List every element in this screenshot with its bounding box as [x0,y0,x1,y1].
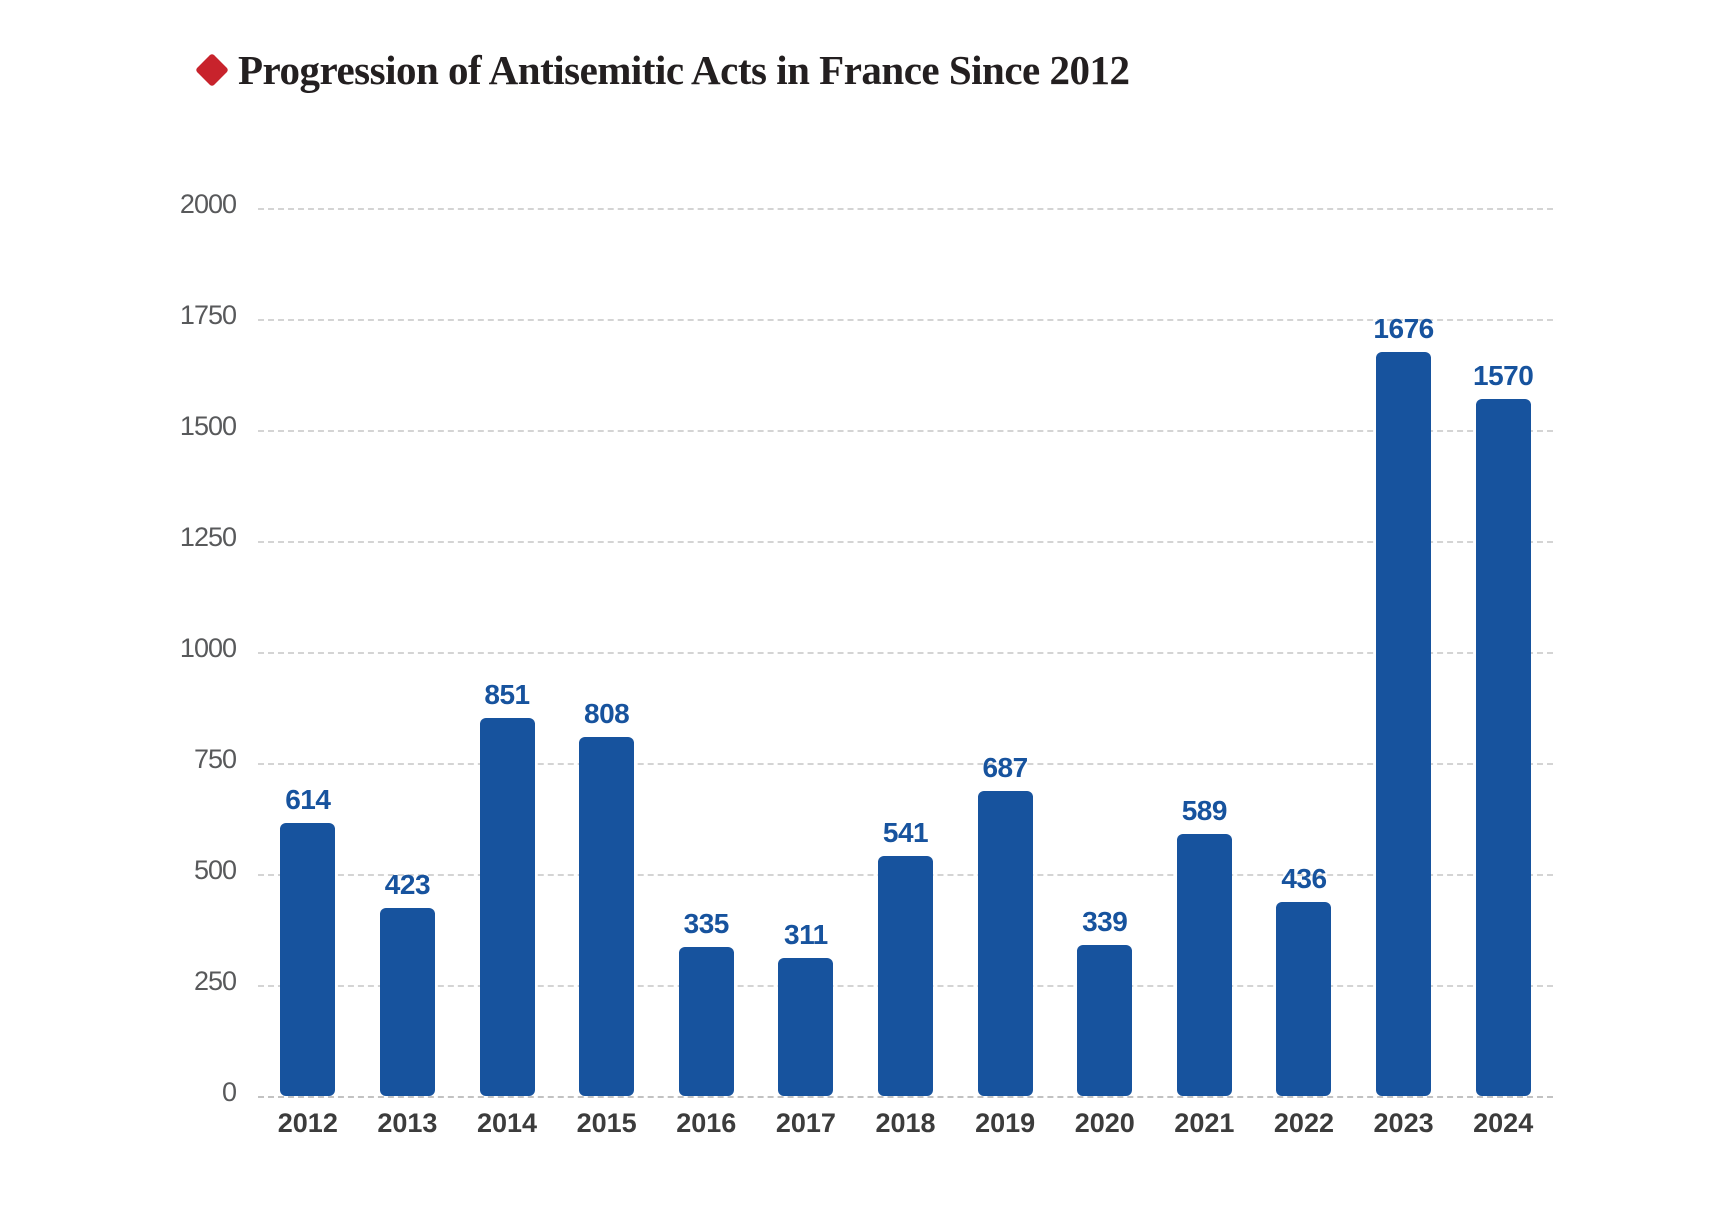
bar-value-label: 614 [285,784,331,816]
y-axis-tick-label: 2000 [179,188,237,219]
bar-value-label: 589 [1181,795,1228,827]
bar-value-label: 541 [882,816,929,848]
bar-2015 [579,737,635,1096]
bar-value-label: 423 [384,869,431,901]
bar-group-2020: 339 2020 [1055,208,1155,1138]
bar-group-2024: 1570 2024 [1453,208,1553,1138]
bar-group-2013: 423 2013 [358,208,458,1138]
bar-2020 [1077,945,1133,1096]
bar-value-label: 1676 [1373,312,1434,344]
chart-header: Progression of Antisemitic Acts in Franc… [194,47,1130,93]
bar-2013 [379,908,435,1096]
gridline [258,763,1553,765]
y-axis-tick-label: 1500 [179,410,237,441]
bar-group-2018: 541 2018 [856,208,956,1138]
bar-value-label: 339 [1082,906,1128,938]
bar-group-2022: 436 2022 [1254,208,1354,1138]
y-axis-tick-label: 250 [193,965,237,996]
x-axis-tick-label: 2024 [1473,1108,1534,1138]
x-axis-baseline [258,1096,1553,1098]
y-axis-tick-label: 0 [221,1076,237,1107]
y-axis-tick-label: 500 [193,854,237,885]
gridline [258,208,1553,210]
x-axis-tick-label: 2021 [1174,1108,1235,1138]
bar-group-2016: 335 2016 [656,208,756,1138]
plot-area: 0 250 500 750 1000 1250 1500 1750 2000 614 2012 423… [180,189,1553,1138]
bar-2019 [977,790,1033,1096]
gridline [258,430,1553,432]
bar-group-2017: 311 2017 [756,208,856,1138]
x-axis-tick-label: 2023 [1373,1108,1434,1138]
y-axis-tick-label: 1250 [179,521,237,552]
bar-value-label: 1570 [1473,359,1534,391]
red-diamond-icon [195,52,229,87]
x-axis-tick-label: 2018 [875,1108,936,1138]
y-axis-tick-label: 1750 [179,299,237,330]
page-title: Progression of Antisemitic Acts in Franc… [238,47,1130,93]
bar-2012 [280,823,336,1096]
bar-group-2014: 851 2014 [457,208,557,1138]
x-axis-tick-label: 2014 [476,1108,538,1138]
bar-2024 [1475,398,1531,1096]
bar-group-2021: 589 2021 [1155,208,1255,1138]
x-axis-tick-label: 2012 [277,1108,338,1138]
bar-2018 [877,855,933,1096]
bar-group-2019: 687 2019 [955,208,1055,1138]
y-axis-tick-label: 1000 [179,632,237,663]
bar-2017 [778,957,834,1096]
bar-2021 [1176,834,1232,1096]
bar-value-label: 687 [982,751,1028,783]
bar-group-2015: 808 2015 [557,208,657,1138]
gridline [258,541,1553,543]
x-axis-tick-label: 2020 [1074,1108,1135,1138]
x-axis-tick-label: 2015 [576,1108,637,1138]
bar-group-2012: 614 2012 [258,208,358,1138]
bar-2014 [479,718,535,1096]
bar-2022 [1276,902,1332,1096]
bar-value-label: 808 [584,698,630,730]
bar-value-label: 311 [784,918,828,950]
bar-2023 [1376,351,1432,1096]
bar-value-label: 335 [683,908,730,940]
bar-value-label: 436 [1281,863,1327,895]
x-axis-tick-label: 2019 [975,1108,1036,1138]
y-axis-tick-label: 750 [193,743,237,774]
x-axis-tick-label: 2016 [676,1108,737,1138]
bar-2016 [678,947,734,1096]
x-axis-tick-label: 2022 [1273,1108,1334,1138]
x-axis-tick-label: 2017 [775,1108,836,1138]
bar-value-label: 851 [484,679,530,711]
x-axis-tick-label: 2013 [377,1108,438,1138]
gridline [258,319,1553,321]
gridline [258,652,1553,654]
bar-group-2023: 1676 2023 [1354,208,1454,1138]
